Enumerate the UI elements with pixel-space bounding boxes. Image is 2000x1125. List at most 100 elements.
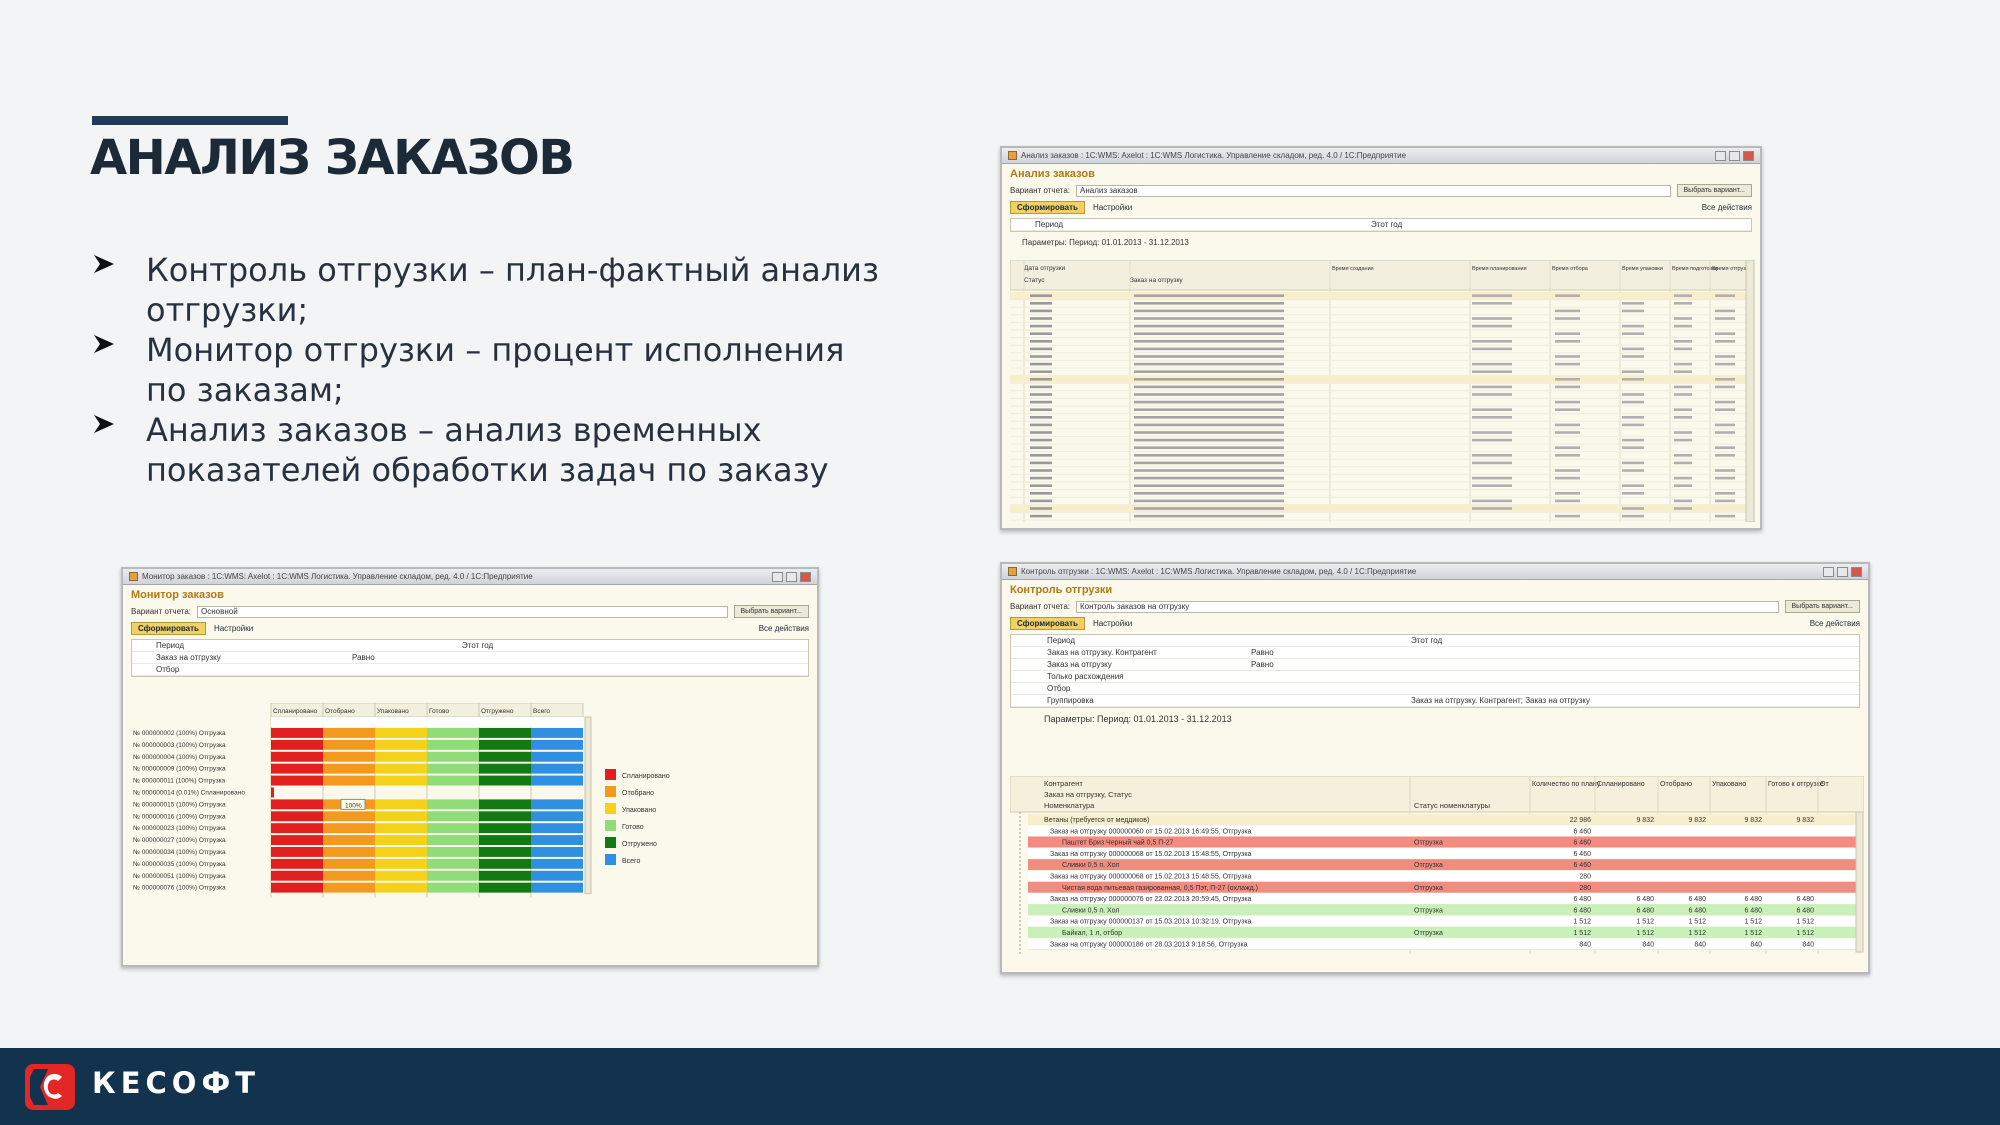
settings-row[interactable]: Заказ на отгрузку Равно <box>132 652 808 664</box>
variant-field[interactable]: Контроль заказов на отгрузку <box>1076 600 1779 613</box>
progress-bar-segment <box>271 775 323 786</box>
maximize-icon[interactable] <box>1729 150 1740 161</box>
row-value: 6 480 <box>1796 896 1814 903</box>
dashed-header-row <box>271 717 583 727</box>
cell-placeholder <box>1674 499 1692 503</box>
table-row <box>1028 938 1856 950</box>
cell-placeholder <box>1134 340 1284 343</box>
row-label: № 000000027 (100%) Отгрузка <box>133 837 226 844</box>
cell-placeholder <box>1134 408 1284 411</box>
cell-placeholder <box>1622 332 1644 335</box>
app-icon <box>1008 567 1017 576</box>
settings-button[interactable]: Настройки <box>213 624 254 633</box>
progress-bar-segment <box>479 858 531 869</box>
settings-row[interactable]: Только расхождения <box>1011 671 1859 683</box>
row-value: 840 <box>1750 941 1762 948</box>
choose-variant-button[interactable]: Выбрать вариант... <box>1676 184 1752 197</box>
settings-button[interactable]: Настройки <box>1092 619 1133 628</box>
cell-placeholder <box>1472 408 1512 411</box>
row-value: 1 512 <box>1573 919 1591 926</box>
row-label: Паштет Бриз Черный чай 0,5 П-27 <box>1062 839 1174 847</box>
row-value: 9 832 <box>1688 817 1706 824</box>
settings-row[interactable]: Отбор <box>132 664 808 676</box>
table-row <box>1028 859 1856 871</box>
close-icon[interactable] <box>800 571 811 582</box>
settings-row[interactable]: Отбор <box>1011 683 1859 695</box>
cell-placeholder <box>1674 370 1692 373</box>
progress-bar-segment <box>427 775 479 786</box>
generate-button[interactable]: Сформировать <box>131 622 206 635</box>
cell-placeholder <box>1472 362 1512 366</box>
variant-field[interactable]: Основной <box>197 605 728 618</box>
cell-placeholder <box>1134 476 1284 480</box>
settings-row-name: Отбор <box>1047 684 1071 693</box>
cell-placeholder <box>1555 408 1580 411</box>
cell-placeholder <box>1555 332 1580 335</box>
settings-row-name: Заказ на отгрузку <box>1047 660 1112 669</box>
choose-variant-button[interactable]: Выбрать вариант... <box>1784 600 1860 613</box>
minimize-icon[interactable] <box>1823 566 1834 577</box>
cell-placeholder <box>1622 484 1644 487</box>
generate-button[interactable]: Сформировать <box>1010 201 1085 214</box>
progress-bar-segment <box>271 751 323 762</box>
cell-placeholder <box>1715 476 1735 480</box>
settings-row[interactable]: Период Этот год <box>1011 219 1751 231</box>
choose-variant-button[interactable]: Выбрать вариант... <box>733 605 809 618</box>
cell-placeholder <box>1622 378 1644 381</box>
close-icon[interactable] <box>1851 566 1862 577</box>
settings-button[interactable]: Настройки <box>1092 203 1133 212</box>
report-table: Контрагент Заказ на отгрузку, Статус Номен… <box>1010 776 1864 954</box>
cell-placeholder <box>1674 294 1692 297</box>
window-title: Контроль отгрузки : 1С:WMS: Axelot : 1С:… <box>1021 567 1417 576</box>
settings-row[interactable]: Группировка Заказ на отгрузку. Контрагент… <box>1011 695 1859 707</box>
cell-placeholder <box>1555 454 1580 457</box>
cell-placeholder <box>1134 507 1284 510</box>
table-row <box>1028 847 1856 860</box>
row-value: 1 512 <box>1573 930 1591 937</box>
cell-placeholder <box>1472 324 1512 328</box>
close-icon[interactable] <box>1743 150 1754 161</box>
row-label: Заказ на отгрузку 000000060 от 15.02.201… <box>1050 828 1252 835</box>
maximize-icon[interactable] <box>1837 566 1848 577</box>
cell-placeholder <box>1674 340 1692 343</box>
window-titlebar: Анализ заказов : 1С:WMS: Axelot : 1С:WMS… <box>1002 148 1760 164</box>
cell-placeholder <box>1030 332 1052 335</box>
cell-placeholder <box>1472 454 1512 457</box>
settings-row-name: Отбор <box>156 665 180 674</box>
maximize-icon[interactable] <box>786 571 797 582</box>
slide-title: АНАЛИЗ ЗАКАЗОВ <box>90 130 575 186</box>
cell-placeholder <box>1030 400 1052 404</box>
all-actions-button[interactable]: Все действия <box>1809 619 1860 628</box>
cell-placeholder <box>1134 514 1284 518</box>
cell-placeholder <box>1622 309 1644 313</box>
cell-placeholder <box>1472 317 1512 320</box>
report-params: Параметры: Период: 01.01.2013 - 31.12.20… <box>1022 238 1189 247</box>
column-header-label: Статус номенклатуры <box>1414 801 1490 810</box>
cell-placeholder <box>1134 355 1284 358</box>
variant-label: Вариант отчета: <box>1010 186 1070 195</box>
minimize-icon[interactable] <box>1715 150 1726 161</box>
variant-field[interactable]: Анализ заказов <box>1076 184 1671 197</box>
column-header-label: Упаковано <box>1712 781 1746 788</box>
report-params: Параметры: Период: 01.01.2013 - 31.12.20… <box>1044 714 1232 724</box>
column-header-label: Отобрано <box>1660 780 1692 788</box>
generate-button[interactable]: Сформировать <box>1010 617 1085 630</box>
settings-row[interactable]: Период Этот год <box>132 640 808 652</box>
all-actions-button[interactable]: Все действия <box>1701 203 1752 212</box>
settings-row[interactable]: Заказ на отгрузку. Контрагент Равно <box>1011 647 1859 659</box>
cell-placeholder <box>1030 476 1052 480</box>
settings-row[interactable]: Период Этот год <box>1011 635 1859 647</box>
minimize-icon[interactable] <box>772 571 783 582</box>
row-value: 6 480 <box>1744 896 1762 903</box>
title-accent-bar <box>92 116 288 125</box>
progress-bar-segment <box>375 847 427 857</box>
progress-bar-segment <box>323 858 375 869</box>
settings-row[interactable]: Заказ на отгрузку Равно <box>1011 659 1859 671</box>
cell-placeholder <box>1134 484 1284 487</box>
column-header-label: Заказ на отгрузку, Статус <box>1044 790 1132 799</box>
column-header-label: Спланировано <box>1597 781 1645 788</box>
cell-placeholder <box>1674 385 1692 389</box>
all-actions-button[interactable]: Все действия <box>758 624 809 633</box>
column-header-label: От <box>1820 781 1829 788</box>
column-header-label: Отгружено <box>481 708 514 715</box>
